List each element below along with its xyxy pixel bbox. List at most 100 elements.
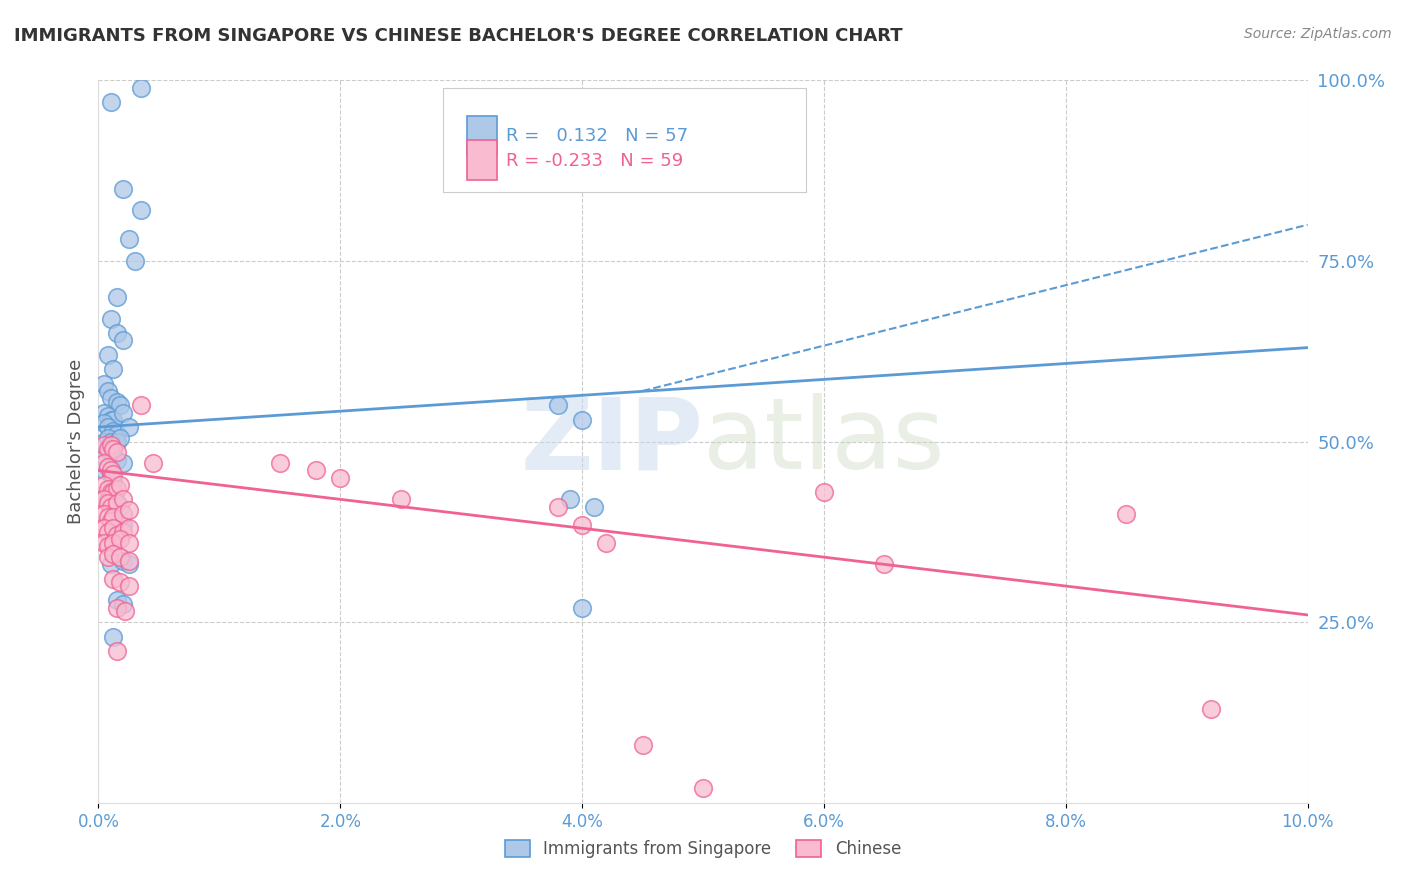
Point [124, 253, 146, 268]
Point [108, 500, 131, 514]
Point [111, 517, 134, 532]
Point [93, 535, 115, 549]
Point [105, 452, 128, 467]
Point [100, 438, 122, 452]
Bar [467, 140, 498, 180]
Point [105, 394, 128, 409]
Point [97, 496, 120, 510]
Point [101, 630, 124, 644]
Point [93, 478, 115, 492]
Point [129, 80, 152, 95]
Point [97, 550, 120, 565]
Point [101, 467, 124, 481]
Point [118, 535, 141, 549]
Text: ZIP: ZIP [520, 393, 703, 490]
Point [547, 500, 569, 514]
Point [105, 290, 128, 304]
Text: R = -0.233   N = 59: R = -0.233 N = 59 [506, 153, 683, 170]
Point [105, 600, 128, 615]
Point [108, 398, 131, 412]
Point [142, 456, 165, 470]
FancyBboxPatch shape [443, 87, 806, 193]
Point [97, 482, 120, 496]
Point [93, 417, 115, 431]
Point [101, 442, 124, 456]
Point [108, 431, 131, 445]
Point [105, 434, 128, 449]
Point [118, 579, 141, 593]
Point [389, 492, 412, 507]
Point [93, 449, 115, 463]
Point [111, 492, 134, 507]
Point [105, 528, 128, 542]
Point [813, 485, 835, 500]
Point [873, 558, 896, 572]
Point [97, 492, 120, 507]
Point [101, 521, 124, 535]
Point [118, 232, 141, 246]
Point [571, 517, 593, 532]
Point [101, 547, 124, 561]
Point [101, 510, 124, 524]
Point [93, 521, 115, 535]
Point [108, 575, 131, 590]
Text: atlas: atlas [703, 393, 945, 490]
Point [101, 362, 124, 376]
Point [547, 102, 569, 116]
Point [97, 384, 120, 398]
Point [93, 492, 115, 507]
Point [583, 500, 606, 514]
Point [108, 478, 131, 492]
Point [93, 456, 115, 470]
Point [111, 334, 134, 348]
Point [97, 524, 120, 539]
Point [105, 482, 128, 496]
Point [111, 406, 134, 420]
Point [100, 500, 122, 514]
Point [269, 456, 291, 470]
Y-axis label: Bachelor's Degree: Bachelor's Degree [66, 359, 84, 524]
Bar [467, 116, 498, 156]
Point [129, 203, 152, 218]
Point [105, 496, 128, 510]
Point [105, 496, 128, 510]
Point [100, 434, 122, 449]
Point [105, 326, 128, 341]
Point [129, 398, 152, 412]
Text: R =   0.132   N = 57: R = 0.132 N = 57 [506, 127, 688, 145]
Legend: Immigrants from Singapore, Chinese: Immigrants from Singapore, Chinese [496, 832, 910, 867]
Point [1199, 702, 1222, 716]
Point [93, 507, 115, 521]
Point [101, 413, 124, 427]
Point [118, 558, 141, 572]
Point [101, 521, 124, 535]
Point [101, 424, 124, 438]
Point [100, 558, 122, 572]
Point [101, 535, 124, 549]
Point [97, 348, 120, 362]
Point [329, 471, 352, 485]
Point [111, 456, 134, 470]
Point [111, 597, 134, 611]
Point [100, 485, 122, 500]
Point [93, 406, 115, 420]
Point [97, 409, 120, 424]
Point [111, 182, 134, 196]
Point [93, 376, 115, 391]
Point [100, 311, 122, 326]
Point [111, 507, 134, 521]
Point [97, 431, 120, 445]
Point [118, 420, 141, 434]
Point [547, 398, 569, 412]
Text: IMMIGRANTS FROM SINGAPORE VS CHINESE BACHELOR'S DEGREE CORRELATION CHART: IMMIGRANTS FROM SINGAPORE VS CHINESE BAC… [14, 27, 903, 45]
Point [105, 427, 128, 442]
Point [105, 644, 128, 658]
Point [100, 463, 122, 477]
Point [305, 463, 328, 477]
Point [100, 514, 122, 528]
Point [97, 510, 120, 524]
Point [97, 442, 120, 456]
Point [692, 781, 714, 796]
Point [114, 604, 136, 618]
Point [558, 492, 581, 507]
